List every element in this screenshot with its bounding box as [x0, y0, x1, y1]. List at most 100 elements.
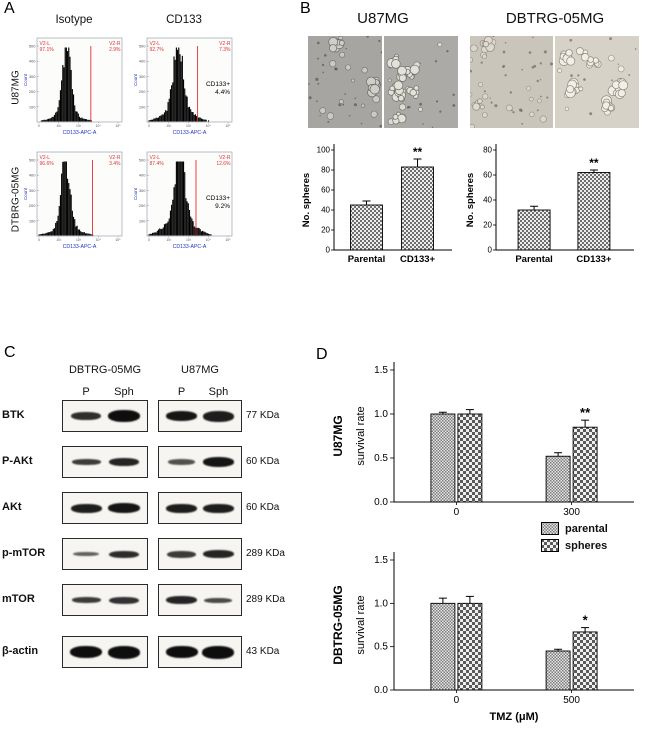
svg-text:0.5: 0.5 [374, 453, 388, 464]
micro-title-dbtrg: DBTRG-05MG [505, 10, 605, 27]
svg-text:300: 300 [563, 507, 580, 518]
flow-plot-cd133-dtbrg: 100 200 300 400 500 Count V2-L 87.4% V2-R 12.6% CD… [132, 148, 236, 267]
svg-text:60: 60 [321, 186, 330, 195]
blot-band [167, 459, 196, 465]
bar-parental [430, 602, 456, 691]
flow-plot-svg: 100 200 300 400 500 Count V2-L92.7% V2-R7.3% CD1… [133, 37, 233, 136]
blot-lane-header: Sph [208, 386, 229, 398]
svg-text:97.1%: 97.1% [40, 47, 55, 53]
svg-text:1.0: 1.0 [374, 409, 388, 420]
svg-text:10³: 10³ [186, 124, 192, 128]
svg-text:No. spheres: No. spheres [465, 173, 476, 227]
survival-chart-u87: 0.0 0.5 1.0 1.5 U87MG survival rate 0 300 ** [328, 354, 648, 529]
flow-plot-cd133-u87: 100 200 300 400 500 Count V2-L 92.7% V2-R 7.3% CD1… [132, 34, 236, 153]
svg-text:9.2%: 9.2% [215, 203, 230, 210]
svg-text:4.4%: 4.4% [215, 89, 230, 96]
svg-text:Count: Count [133, 73, 138, 86]
svg-text:500: 500 [29, 44, 36, 49]
blot-lane-header: Sph [114, 386, 134, 398]
svg-text:CD133-APC-A: CD133-APC-A [173, 244, 207, 250]
svg-text:Parental: Parental [515, 254, 553, 265]
bar-chart-svg: 0 20 40 60 80 100 No. spheres Parental ** CD133+ [301, 144, 452, 265]
flow-plot-svg: 100 200 300 400 500 Count V2-L96.6% V2-R3.4% 0 10… [23, 151, 123, 250]
svg-text:10⁴: 10⁴ [206, 238, 212, 242]
molecular-weight-label: 43 KDa [246, 646, 280, 657]
svg-text:80: 80 [483, 146, 492, 155]
svg-text:0.0: 0.0 [374, 685, 388, 696]
micro-title-u87: U87MG [357, 10, 409, 27]
blot-band [202, 645, 235, 659]
blot-band [107, 645, 140, 659]
svg-text:200: 200 [139, 203, 146, 208]
svg-text:DBTRG-05MG: DBTRG-05MG [331, 585, 345, 664]
svg-text:V2-R: V2-R [219, 41, 231, 47]
flow-plot-svg: 100 200 300 400 500 Count V2-L87.4% V2-R12.6% CD… [133, 151, 233, 250]
svg-text:10²: 10² [166, 124, 172, 128]
micro-image-dbtrg-cd133 [555, 36, 639, 133]
svg-text:12.6%: 12.6% [216, 161, 231, 167]
molecular-weight-label: 289 KDa [246, 548, 285, 559]
blot-lane-header: P [82, 386, 90, 398]
micro-image-dbtrg-parental [467, 35, 554, 133]
molecular-weight-label: 60 KDa [246, 456, 280, 467]
blot-row-label: AKt [2, 501, 22, 513]
flow-plot-svg: 100 200 300 400 500 Count V2-L97.1% V2-R2.9% 0 10… [23, 37, 123, 136]
svg-text:100: 100 [139, 218, 146, 223]
svg-text:400: 400 [139, 173, 146, 178]
spheres-chart-u87: 0 20 40 60 80 100 No. spheres Parental ** CD133+ [300, 136, 458, 271]
svg-text:1.5: 1.5 [374, 365, 388, 376]
blot-band [70, 646, 103, 658]
grouped-bar-chart-svg: 0.0 0.5 1.0 1.5 U87MG survival rate 0 300 ** [331, 362, 634, 518]
svg-text:V2-L: V2-L [40, 155, 51, 161]
panel-b-label: B [300, 0, 311, 17]
blot-band [166, 503, 198, 513]
svg-text:CD133-APC-A: CD133-APC-A [63, 244, 97, 250]
bar-chart-svg: 0 20 40 60 80 No. spheres Parental ** CD133+ [465, 144, 634, 265]
blot-band [165, 646, 198, 658]
blot-row-label: P-AKt [2, 455, 33, 467]
svg-text:200: 200 [29, 203, 36, 208]
svg-text:60: 60 [483, 171, 492, 180]
svg-text:10⁵: 10⁵ [225, 238, 231, 242]
blot-band [109, 596, 139, 604]
svg-text:CD133-APC-A: CD133-APC-A [63, 130, 97, 136]
legend-swatch-spheres [541, 539, 559, 552]
svg-text:0: 0 [38, 124, 40, 128]
blot-band [71, 412, 101, 420]
svg-text:200: 200 [139, 89, 146, 94]
blot-band [71, 459, 101, 465]
svg-text:300: 300 [139, 188, 146, 193]
svg-text:100: 100 [139, 104, 146, 109]
svg-text:300: 300 [139, 74, 146, 79]
blot-band [202, 410, 234, 422]
svg-text:500: 500 [139, 44, 146, 49]
bar-parental [545, 455, 571, 503]
svg-text:100: 100 [29, 218, 36, 223]
spheres-chart-dbtrg: 0 20 40 60 80 No. spheres Parental ** CD133+ [464, 136, 642, 271]
svg-text:CD133+: CD133+ [400, 254, 436, 265]
bar-spheres [572, 631, 598, 691]
svg-text:0: 0 [454, 695, 460, 706]
bar-spheres [457, 413, 483, 503]
legend-row-parental: parental [541, 522, 608, 535]
svg-text:200: 200 [29, 89, 36, 94]
svg-text:100: 100 [29, 104, 36, 109]
bar [577, 172, 611, 251]
legend: parental spheres [541, 522, 608, 556]
panel-c-label: C [4, 344, 16, 361]
blot-band [71, 597, 101, 603]
svg-text:V2-L: V2-L [150, 41, 161, 47]
blot-band [108, 458, 140, 466]
panel-d-label: D [316, 346, 328, 363]
blot-band [202, 503, 234, 513]
micrograph [308, 35, 383, 128]
svg-text:10⁵: 10⁵ [115, 238, 121, 242]
svg-text:10³: 10³ [76, 124, 82, 128]
flow-col-header-cd133: CD133 [166, 14, 202, 26]
blot-band [70, 503, 102, 513]
svg-text:CD133+: CD133+ [576, 254, 612, 265]
svg-text:Parental: Parental [348, 254, 386, 265]
svg-text:0: 0 [326, 246, 331, 255]
bar-spheres [572, 426, 598, 503]
